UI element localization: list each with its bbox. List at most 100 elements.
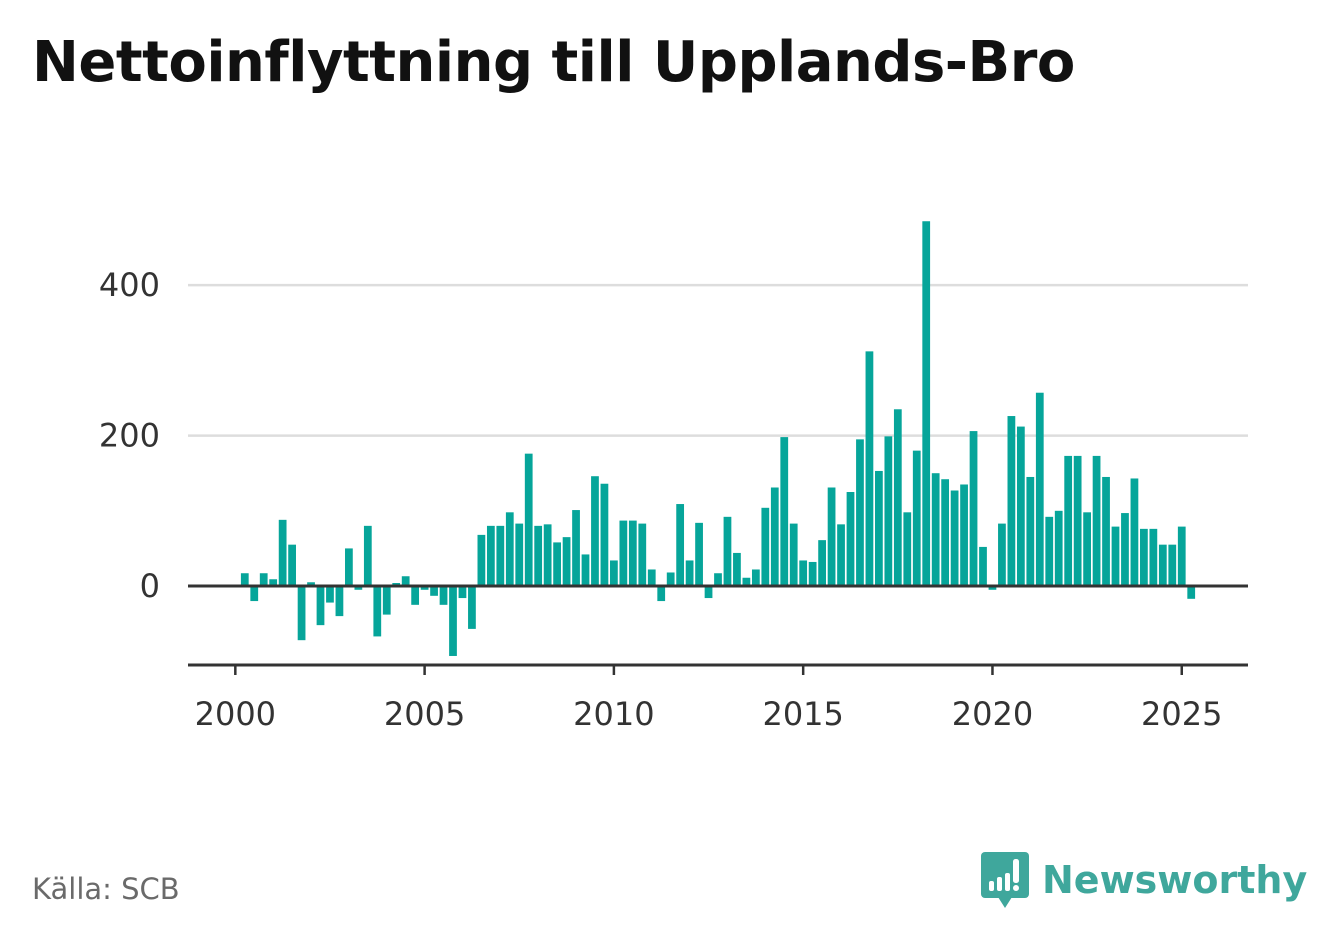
- bar: [543, 524, 552, 587]
- bar: [837, 524, 845, 587]
- bar: [581, 554, 590, 587]
- bar: [638, 523, 647, 587]
- bar: [610, 560, 618, 587]
- bar: [666, 572, 675, 587]
- bar: [1064, 455, 1073, 587]
- bar: [373, 586, 382, 637]
- bar: [1121, 513, 1129, 587]
- bar: [1177, 526, 1186, 587]
- bar: [288, 544, 296, 587]
- bar: [439, 586, 448, 605]
- bar: [903, 512, 912, 587]
- bar: [1168, 544, 1177, 587]
- x-tick-label: 2015: [762, 695, 843, 733]
- bar: [979, 546, 987, 587]
- bar: [969, 431, 978, 587]
- bar: [723, 516, 732, 587]
- brand-name: Newsworthy: [1042, 858, 1308, 902]
- bar: [278, 519, 287, 587]
- bar: [591, 476, 599, 587]
- bar: [524, 453, 533, 587]
- bar: [430, 586, 438, 596]
- bar: [600, 483, 609, 587]
- x-tick-label: 2025: [1141, 695, 1222, 733]
- bar: [827, 487, 836, 587]
- bar: [392, 583, 401, 587]
- bar: [1016, 426, 1025, 587]
- bar: [401, 576, 410, 587]
- bar: [770, 487, 779, 587]
- y-tick-label: 200: [99, 417, 160, 455]
- bar: [1187, 586, 1196, 599]
- bar: [240, 573, 249, 587]
- bar: [960, 484, 968, 587]
- bar: [1111, 526, 1120, 587]
- bar: [865, 351, 874, 587]
- bar: [808, 561, 817, 587]
- bar: [780, 437, 789, 587]
- bar: [751, 569, 760, 587]
- brand-logo[interactable]: Newsworthy: [980, 850, 1307, 910]
- bar: [477, 534, 486, 587]
- bar: [269, 579, 278, 587]
- chart-title: Nettoinflyttning till Upplands-Bro: [32, 30, 1075, 95]
- bar: [931, 473, 940, 587]
- bar: [449, 586, 457, 656]
- bar: [950, 490, 959, 587]
- bar: [619, 520, 628, 587]
- bar: [789, 523, 798, 587]
- bar: [818, 540, 826, 587]
- bar: [733, 552, 741, 587]
- bar: [1035, 392, 1044, 587]
- bar: [799, 560, 808, 587]
- bar: [922, 221, 931, 587]
- bar: [647, 569, 656, 587]
- bar: [259, 573, 268, 587]
- bar: [1045, 516, 1054, 587]
- bar: [1102, 476, 1110, 587]
- y-tick-label: 0: [140, 567, 160, 605]
- bar: [505, 512, 514, 587]
- bar: [458, 586, 467, 599]
- bar: [893, 409, 902, 587]
- bar: [742, 577, 751, 587]
- bar: [468, 586, 476, 629]
- bar: [1083, 512, 1091, 587]
- bar: [685, 560, 694, 587]
- x-tick-label: 2020: [952, 695, 1033, 733]
- x-tick-label: 2000: [195, 695, 276, 733]
- bar: [307, 582, 315, 587]
- bar: [1130, 478, 1139, 587]
- bar: [572, 510, 580, 587]
- bar: [1149, 528, 1158, 587]
- x-tick-label: 2010: [573, 695, 654, 733]
- bar: [297, 586, 306, 641]
- bar: [316, 586, 325, 626]
- bar: [657, 586, 666, 602]
- bar: [628, 520, 637, 587]
- bar: [941, 479, 950, 587]
- bar: [1026, 476, 1035, 587]
- bar: [846, 492, 855, 587]
- bar: [884, 436, 893, 587]
- bar: [912, 450, 921, 587]
- bar: [553, 542, 561, 587]
- bar: [714, 573, 722, 587]
- source-label: Källa: SCB: [32, 872, 180, 906]
- bar: [1007, 416, 1016, 587]
- bar: [875, 470, 883, 587]
- bar: [1054, 510, 1063, 587]
- bar: [1158, 544, 1167, 587]
- bar: [345, 548, 353, 587]
- bar: [695, 522, 703, 587]
- bar: [354, 586, 363, 590]
- bar: [761, 507, 770, 587]
- bar: [998, 523, 1006, 587]
- bar: [515, 523, 524, 587]
- bar: [988, 586, 997, 590]
- bar: [326, 586, 334, 603]
- bar: [704, 586, 713, 599]
- bar: [420, 586, 429, 590]
- bar: [1092, 455, 1101, 587]
